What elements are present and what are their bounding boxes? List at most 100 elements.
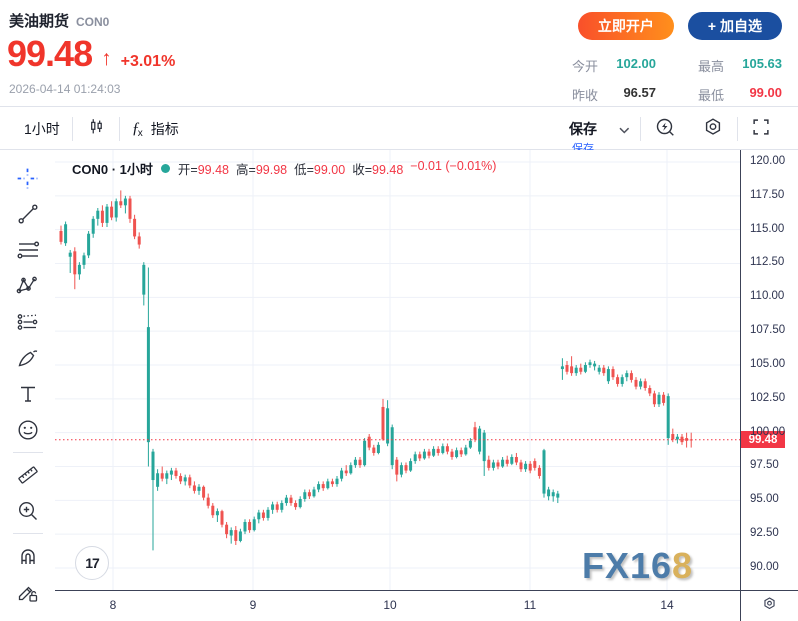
stat-low-value: 99.00	[749, 85, 782, 100]
axis-gear-icon	[761, 595, 778, 617]
tool-fib-retracement[interactable]	[10, 232, 46, 268]
chart-plot-area[interactable]: CON0 · 1小时 开=99.48 高=99.98 低=99.00 收=99.…	[55, 150, 740, 590]
time-axis-label: 9	[249, 598, 257, 612]
price-axis-label: 120.00	[750, 155, 786, 167]
indicators-button[interactable]: ƒx 指标	[120, 108, 191, 149]
camera-snapshot-icon	[653, 115, 677, 142]
lock-drawings-icon	[15, 579, 41, 605]
stat-high-value: 105.63	[742, 56, 782, 71]
price-axis-label: 110.00	[750, 290, 785, 303]
stat-open: 今开 102.00	[572, 56, 656, 75]
stat-high: 最高 105.63	[698, 56, 782, 75]
stat-open-value: 102.00	[616, 56, 656, 71]
stat-high-label: 最高	[698, 59, 725, 74]
tool-text[interactable]	[10, 376, 46, 412]
save-wrap: 保存 保存	[557, 119, 609, 155]
fullscreen-icon	[750, 116, 772, 141]
price-axis-label: 102.50	[750, 391, 786, 404]
legend-ohlc: 开=99.48 高=99.98 低=99.00 收=99.48 −0.01 (−…	[177, 159, 497, 177]
forecast-icon	[15, 309, 41, 335]
axis-settings-corner[interactable]	[740, 590, 798, 621]
text-icon	[15, 381, 41, 407]
price-axis-label: 97.50	[750, 459, 779, 472]
drawing-toolbar	[0, 150, 55, 621]
tool-crosshair[interactable]	[10, 160, 46, 196]
chart-settings-button[interactable]	[689, 108, 737, 149]
series-visibility-dot[interactable]	[160, 164, 170, 173]
stat-open-label: 今开	[572, 59, 599, 74]
price-axis-label: 92.50	[750, 527, 779, 540]
tradingview-logo[interactable]: 17	[75, 546, 109, 580]
symbol-code: CON0	[76, 15, 110, 29]
price-axis-label: 105.00	[750, 357, 786, 370]
snapshot-button[interactable]	[641, 108, 689, 149]
fullscreen-button[interactable]	[738, 108, 784, 149]
quote-stats: 今开 102.00 昨收 96.57 最高 105.63 最低 99.00	[572, 56, 782, 104]
price-axis-label: 90.00	[750, 560, 779, 573]
price-axis-label: 100.00	[750, 425, 786, 438]
price-row: 99.48 ↑ +3.01%	[7, 33, 175, 75]
sidebar-divider	[12, 533, 43, 534]
zoom-in-icon	[15, 498, 41, 524]
legend-series-title: CON0 · 1小时	[72, 162, 153, 177]
fx168-watermark: FX168	[582, 545, 694, 586]
stat-prev-close: 昨收 96.57	[572, 85, 656, 104]
stats-column-left: 今开 102.00 昨收 96.57	[572, 56, 656, 104]
save-menu-chevron[interactable]	[609, 108, 640, 149]
stat-prev-close-label: 昨收	[572, 88, 599, 103]
tool-emoji[interactable]	[10, 412, 46, 448]
price-axis-label: 117.50	[750, 188, 785, 201]
magnet-icon	[15, 543, 41, 569]
stats-column-right: 最高 105.63 最低 99.00	[698, 56, 782, 104]
save-button[interactable]: 保存	[557, 119, 609, 139]
last-price: 99.48	[7, 33, 93, 74]
tool-trend-line[interactable]	[10, 196, 46, 232]
candle-style-button[interactable]	[73, 108, 119, 149]
toolbar-right: 保存 保存	[557, 108, 798, 155]
time-axis-label: 8	[109, 598, 117, 612]
price-axis-label: 95.00	[750, 493, 779, 506]
toolbar-divider	[640, 116, 641, 141]
ruler-icon	[15, 462, 41, 488]
stat-low: 最低 99.00	[698, 85, 782, 104]
tool-zoom-in[interactable]	[10, 493, 46, 529]
symbol-header: 美油期货 CON0	[9, 10, 109, 31]
change-percent: +3.01%	[120, 53, 176, 70]
price-axis-label: 107.50	[750, 324, 786, 337]
emoji-icon	[15, 417, 41, 443]
time-axis[interactable]: 8 9 10 11 14	[55, 590, 740, 621]
candlestick-chart	[55, 150, 740, 590]
price-up-arrow-icon: ↑	[101, 47, 112, 70]
tool-brush[interactable]	[10, 340, 46, 376]
stat-low-label: 最低	[698, 88, 725, 103]
price-axis-label: 115.00	[750, 222, 785, 235]
sidebar-divider	[12, 452, 43, 453]
tool-forecast[interactable]	[10, 304, 46, 340]
stat-prev-close-value: 96.57	[623, 85, 656, 100]
time-axis-label: 11	[523, 598, 537, 612]
time-axis-label: 14	[660, 598, 674, 612]
chart-toolbar: 1小时 ƒx 指标 保存 保存	[0, 108, 798, 155]
open-account-button[interactable]: 立即开户	[577, 12, 674, 40]
fx-icon: ƒx	[131, 119, 143, 139]
chevron-down-icon	[619, 121, 630, 137]
tool-xabcd-pattern[interactable]	[10, 268, 46, 304]
toolbar-left: 1小时 ƒx 指标	[0, 108, 191, 149]
gear-icon	[701, 115, 725, 142]
toolbar-divider	[118, 116, 120, 141]
brush-icon	[15, 345, 41, 371]
toolbar-divider	[737, 116, 738, 141]
header-buttons: 立即开户 + 加自选	[577, 12, 782, 40]
tool-ruler[interactable]	[10, 457, 46, 493]
tool-lock-drawings[interactable]	[10, 574, 46, 610]
time-axis-label: 10	[383, 598, 397, 612]
chart-legend: CON0 · 1小时 开=99.48 高=99.98 低=99.00 收=99.…	[72, 159, 496, 178]
price-axis[interactable]: 99.48 120.00 117.50 115.00 112.50 110.00 107.…	[740, 150, 798, 590]
trend-line-icon	[15, 201, 41, 227]
interval-button[interactable]: 1小时	[12, 108, 72, 149]
add-watchlist-button[interactable]: + 加自选	[687, 12, 782, 40]
current-price-badge: 99.48	[741, 431, 785, 449]
xabcd-pattern-icon	[15, 273, 41, 299]
tool-magnet[interactable]	[10, 538, 46, 574]
